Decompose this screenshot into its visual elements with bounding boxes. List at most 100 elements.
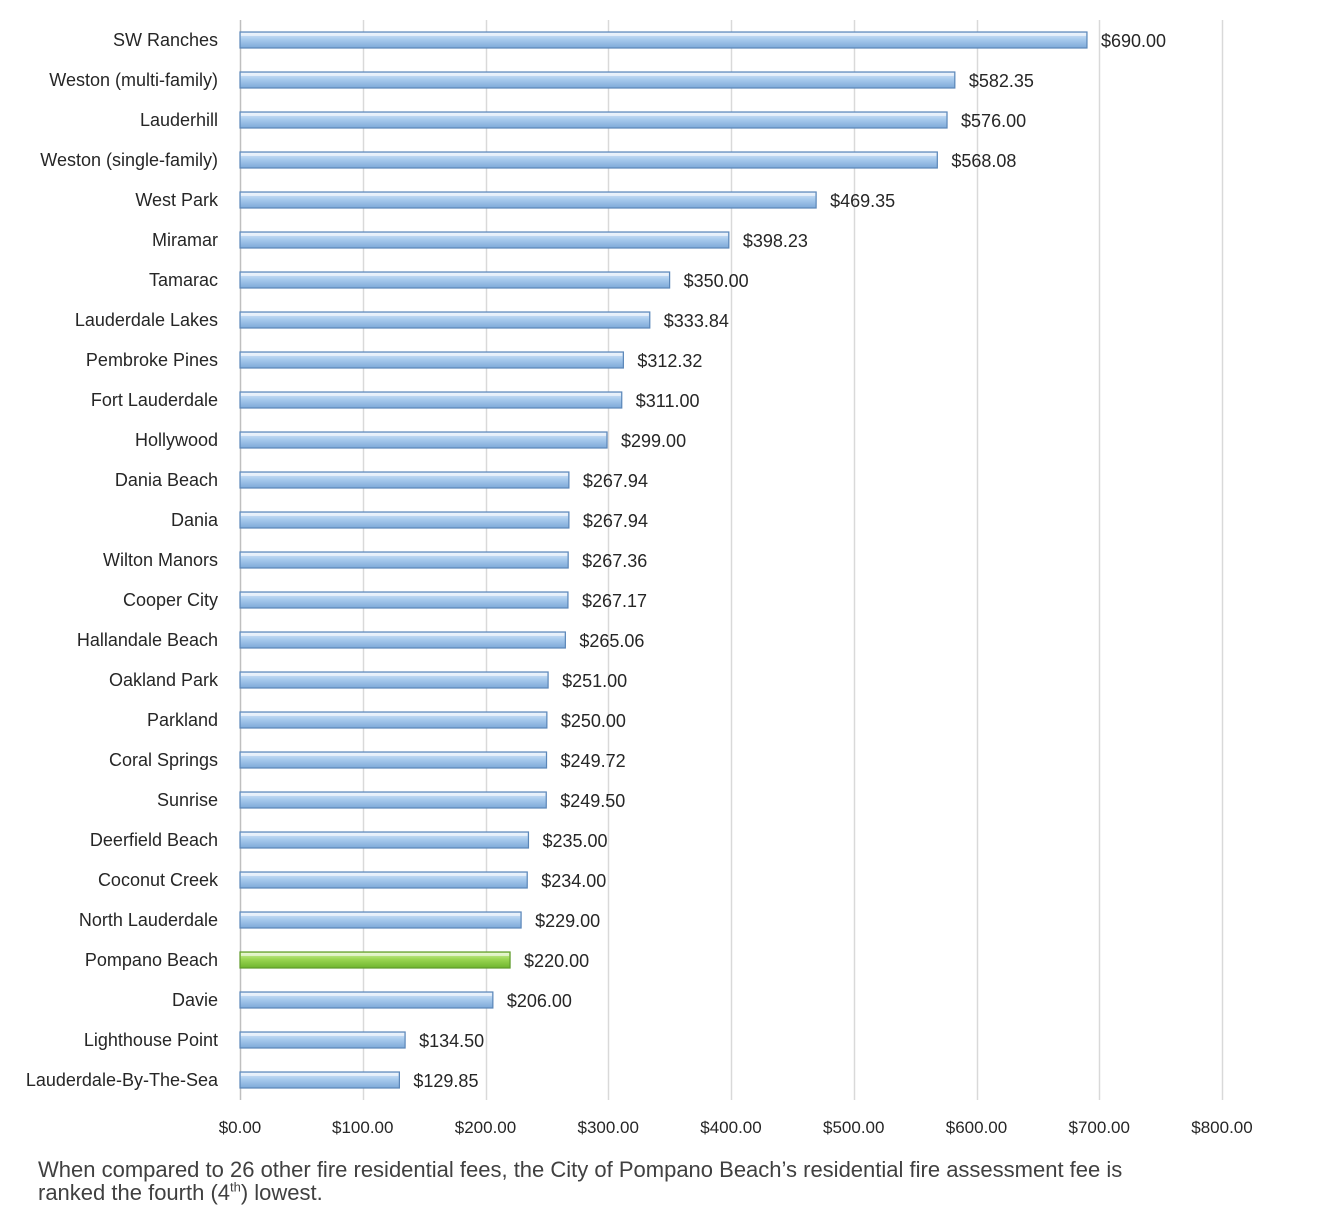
category-label: Lauderdale-By-The-Sea <box>26 1070 219 1090</box>
value-label: $350.00 <box>684 271 749 291</box>
category-label: Parkland <box>147 710 218 730</box>
category-label: Tamarac <box>149 270 218 290</box>
chart-caption: When compared to 26 other fire residenti… <box>38 1158 1328 1204</box>
bar-bevel <box>241 993 492 996</box>
value-label: $134.50 <box>419 1031 484 1051</box>
category-label: North Lauderdale <box>79 910 218 930</box>
bar-bevel <box>241 73 954 76</box>
value-label: $299.00 <box>621 431 686 451</box>
value-label: $312.32 <box>637 351 702 371</box>
category-label: Lauderdale Lakes <box>75 310 218 330</box>
bar-bevel <box>241 33 1086 36</box>
value-label: $265.06 <box>579 631 644 651</box>
value-label: $267.17 <box>582 591 647 611</box>
value-label: $267.36 <box>582 551 647 571</box>
bar-bevel <box>241 513 568 516</box>
caption-line-2: ranked the fourth (4th) lowest. <box>38 1181 1328 1204</box>
category-label: Davie <box>172 990 218 1010</box>
bar-bevel <box>241 473 568 476</box>
value-label: $576.00 <box>961 111 1026 131</box>
value-label: $249.50 <box>560 791 625 811</box>
bar-bevel <box>241 953 510 956</box>
value-label: $249.72 <box>561 751 626 771</box>
category-label: SW Ranches <box>113 30 218 50</box>
bar-bevel <box>241 873 527 876</box>
x-tick-label-3: $300.00 <box>578 1118 639 1137</box>
bar-bevel <box>241 833 528 836</box>
x-tick-label-8: $800.00 <box>1191 1118 1252 1137</box>
value-label: $267.94 <box>583 471 648 491</box>
category-label: Hallandale Beach <box>77 630 218 650</box>
bar-bevel <box>241 393 621 396</box>
category-label: Dania Beach <box>115 470 218 490</box>
category-label: Fort Lauderdale <box>91 390 218 410</box>
category-labels: SW Ranches Weston (multi-family) Lauderhil… <box>26 30 219 1090</box>
value-label: $250.00 <box>561 711 626 731</box>
value-label: $469.35 <box>830 191 895 211</box>
value-label: $220.00 <box>524 951 589 971</box>
x-tick-label-1: $100.00 <box>332 1118 393 1137</box>
value-labels: $690.00 $582.35 $576.00 $568.08 $469.35 $398.… <box>413 31 1166 1091</box>
value-label: $311.00 <box>636 391 700 411</box>
bar-bevel <box>241 913 521 916</box>
category-label: Sunrise <box>157 790 218 810</box>
bar-bevel <box>241 553 568 556</box>
bar-bevel <box>241 633 565 636</box>
category-label: Deerfield Beach <box>90 830 218 850</box>
bar-bevel <box>241 153 937 156</box>
value-label: $333.84 <box>664 311 729 331</box>
category-label: Cooper City <box>123 590 218 610</box>
x-axis-tick-labels: $0.00 $100.00 $200.00 $300.00 $400.00 $500.00… <box>219 1118 1253 1137</box>
caption-line-2-start: ranked the fourth (4 <box>38 1180 231 1205</box>
category-label: Lighthouse Point <box>84 1030 218 1050</box>
category-label: Dania <box>171 510 219 530</box>
value-label: $129.85 <box>413 1071 478 1091</box>
value-label: $582.35 <box>969 71 1034 91</box>
value-label: $235.00 <box>542 831 607 851</box>
bar-bevel <box>241 193 816 196</box>
bar-bevel <box>241 593 567 596</box>
value-label: $229.00 <box>535 911 600 931</box>
category-label: Weston (multi-family) <box>49 70 218 90</box>
bar-bevel <box>241 713 546 716</box>
bar-bevel <box>241 433 607 436</box>
category-label: West Park <box>135 190 219 210</box>
category-label: Weston (single-family) <box>40 150 218 170</box>
category-label: Miramar <box>152 230 218 250</box>
category-label: Oakland Park <box>109 670 219 690</box>
caption-line-2-end: ) lowest. <box>240 1180 323 1205</box>
x-tick-label-7: $700.00 <box>1069 1118 1130 1137</box>
category-label: Pembroke Pines <box>86 350 218 370</box>
bar-bevel <box>241 313 649 316</box>
bar-bevel <box>241 113 947 116</box>
category-label: Hollywood <box>135 430 218 450</box>
category-label: Lauderhill <box>140 110 218 130</box>
caption-line-1: When compared to 26 other fire residenti… <box>38 1157 1123 1182</box>
bar-chart: SW Ranches Weston (multi-family) Lauderhil… <box>26 20 1253 1137</box>
category-label: Coconut Creek <box>98 870 219 890</box>
x-tick-label-6: $600.00 <box>946 1118 1007 1137</box>
bar-bevel <box>241 793 546 796</box>
bar-bevel <box>241 353 623 356</box>
value-label: $206.00 <box>507 991 572 1011</box>
caption-superscript: th <box>230 1179 241 1195</box>
value-label: $267.94 <box>583 511 648 531</box>
value-label: $251.00 <box>562 671 627 691</box>
x-tick-label-2: $200.00 <box>455 1118 516 1137</box>
x-tick-label-5: $500.00 <box>823 1118 884 1137</box>
x-tick-label-4: $400.00 <box>700 1118 761 1137</box>
category-label: Coral Springs <box>109 750 218 770</box>
bar-bevel <box>241 1033 405 1036</box>
bar-bevel <box>241 273 669 276</box>
bars <box>239 31 1088 1089</box>
value-label: $690.00 <box>1101 31 1166 51</box>
x-tick-label-0: $0.00 <box>219 1118 262 1137</box>
bar-bevel <box>241 1073 399 1076</box>
value-label: $568.08 <box>951 151 1016 171</box>
bar-bevel <box>241 233 728 236</box>
bar-bevel <box>241 753 546 756</box>
category-label: Wilton Manors <box>103 550 218 570</box>
bar-bevel <box>241 673 548 676</box>
category-label: Pompano Beach <box>85 950 218 970</box>
value-label: $234.00 <box>541 871 606 891</box>
